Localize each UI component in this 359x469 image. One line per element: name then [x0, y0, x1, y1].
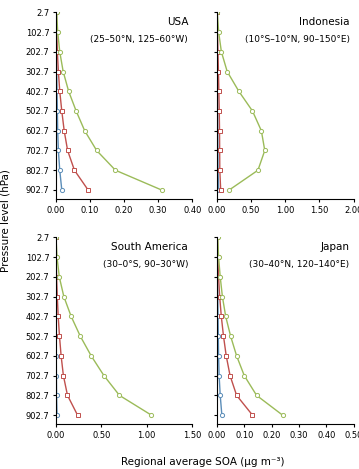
Text: USA: USA — [167, 17, 188, 27]
Text: Indonesia: Indonesia — [299, 17, 350, 27]
Text: (25–50°N, 125–60°W): (25–50°N, 125–60°W) — [90, 35, 188, 44]
Text: Regional average SOA (µg m⁻³): Regional average SOA (µg m⁻³) — [121, 457, 285, 467]
Text: (10°S–10°N, 90–150°E): (10°S–10°N, 90–150°E) — [244, 35, 350, 44]
Text: (30–40°N, 120–140°E): (30–40°N, 120–140°E) — [250, 260, 350, 269]
Text: (30–0°S, 90–30°W): (30–0°S, 90–30°W) — [103, 260, 188, 269]
Text: South America: South America — [112, 242, 188, 252]
Text: Japan: Japan — [321, 242, 350, 252]
Text: Pressure level (hPa): Pressure level (hPa) — [0, 169, 10, 272]
